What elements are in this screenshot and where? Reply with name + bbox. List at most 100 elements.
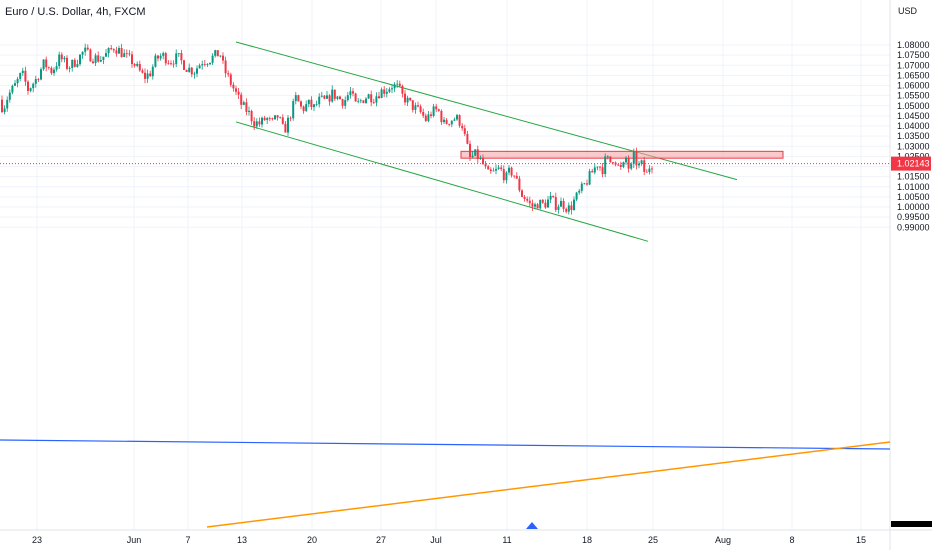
candle-body	[354, 93, 357, 102]
candle-body	[643, 160, 646, 172]
candle-body	[502, 169, 505, 181]
candle-body	[248, 110, 250, 112]
drawings	[0, 41, 891, 528]
candle-body	[333, 89, 336, 99]
candle-body	[469, 143, 471, 158]
candle-body	[79, 54, 81, 65]
candle-body	[297, 95, 300, 102]
candle-body	[388, 89, 391, 92]
candle-body	[586, 183, 588, 185]
candle-body	[128, 53, 131, 55]
candle-body	[487, 166, 490, 170]
candle-body	[97, 55, 100, 62]
grid	[0, 0, 890, 530]
candle-body	[305, 104, 308, 111]
candle-body	[385, 91, 388, 94]
candle-body	[222, 55, 224, 61]
scale-bar	[891, 521, 932, 527]
price-tick-label: 1.00000	[897, 202, 930, 212]
candle-body	[42, 59, 45, 70]
candle-body	[318, 96, 321, 105]
candle-body	[58, 54, 61, 67]
candle-body	[580, 183, 583, 191]
candle-body	[474, 149, 477, 156]
price-tick-label: 1.03000	[897, 141, 930, 151]
candle-body	[146, 73, 149, 79]
candle-body	[110, 48, 113, 50]
time-tick-label: 15	[856, 535, 866, 545]
candle-body	[393, 84, 396, 89]
candle-body	[497, 167, 500, 169]
time-tick-label: 18	[582, 535, 592, 545]
candle-body	[224, 60, 227, 74]
candle-body	[505, 172, 508, 181]
candle-body	[105, 53, 107, 57]
candle-body	[417, 105, 419, 107]
candle-body	[99, 59, 102, 62]
price-tick-label: 1.07000	[897, 60, 930, 70]
candle-body	[162, 53, 165, 56]
candle-body	[406, 97, 409, 103]
candle-body	[492, 170, 495, 172]
price-axis[interactable]: 1.080001.075001.070001.065001.060001.055…	[889, 0, 932, 550]
candle-body	[344, 100, 347, 106]
price-tick-label: 0.99500	[897, 212, 930, 222]
time-tick-label: 13	[237, 535, 247, 545]
candle-body	[638, 163, 640, 166]
candle-body	[144, 72, 146, 79]
time-axis[interactable]: 23 Jun 7 13 20 27 Jul 11 18 25 Aug 8 15	[0, 522, 932, 545]
candle-body	[183, 60, 185, 70]
candle-body	[609, 156, 612, 163]
time-tick-label: 8	[789, 535, 794, 545]
candle-body	[242, 102, 245, 105]
candle-body	[510, 167, 513, 176]
time-tick-label: Jul	[430, 535, 442, 545]
candle-body	[170, 63, 172, 65]
candle-body	[424, 115, 427, 121]
candle-body	[276, 115, 279, 118]
candle-body	[554, 197, 557, 210]
currency-label: USD	[898, 6, 918, 16]
candle-body	[372, 102, 375, 104]
candle-body	[573, 199, 575, 211]
candle-body	[89, 49, 92, 62]
candle-body	[138, 63, 141, 71]
candle-body	[86, 47, 89, 50]
candle-body	[367, 94, 370, 99]
candle-body	[81, 51, 84, 55]
candle-body	[606, 156, 609, 158]
candle-body	[450, 120, 453, 125]
candle-body	[120, 48, 123, 58]
candle-body	[151, 66, 154, 77]
candle-body	[437, 109, 440, 111]
candle-body	[632, 151, 635, 164]
candle-body	[401, 85, 404, 94]
candle-body	[570, 205, 573, 211]
price-tick-label: 1.03500	[897, 131, 930, 141]
candle-body	[352, 91, 354, 94]
candle-body	[84, 47, 87, 52]
candle-body	[159, 55, 162, 59]
candle-body	[193, 73, 196, 75]
candle-body	[307, 99, 310, 105]
candle-body	[164, 53, 167, 64]
candle-body	[131, 54, 133, 65]
price-tick-label: 1.00500	[897, 192, 930, 202]
horizontal-support-line	[0, 439, 891, 450]
candle-body	[21, 70, 24, 74]
time-tick-label: 23	[32, 535, 42, 545]
candle-body	[495, 168, 497, 171]
candle-body	[310, 99, 313, 108]
candle-body	[211, 55, 214, 63]
candle-body	[203, 64, 206, 65]
candle-body	[323, 95, 326, 99]
candle-body	[73, 59, 76, 67]
candle-body	[552, 195, 555, 198]
candle-body	[523, 196, 526, 199]
last-price-tag	[891, 156, 931, 171]
candle-body	[482, 157, 484, 165]
candle-body	[190, 67, 193, 75]
candle-body	[172, 63, 175, 65]
